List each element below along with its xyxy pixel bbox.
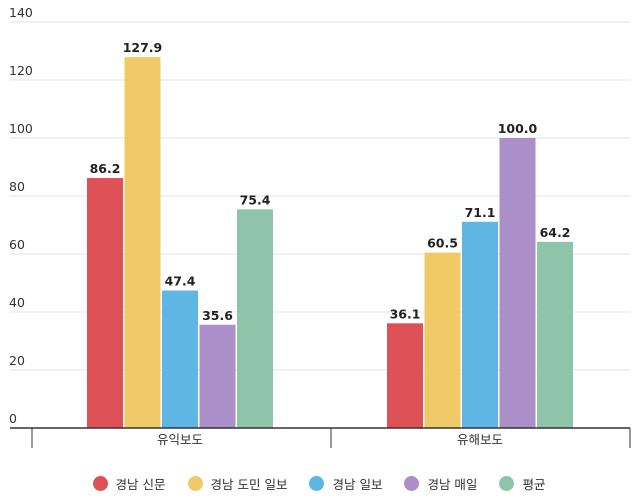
legend-item-0[interactable]: 경남 신문 bbox=[92, 474, 166, 493]
y-tick-label-20: 20 bbox=[9, 353, 25, 368]
legend: 경남 신문 경남 도민 일보 경남 일보 경남 매일 평균 bbox=[0, 472, 638, 494]
data-label-1-3: 100.0 bbox=[498, 121, 538, 136]
data-label-0-0: 86.2 bbox=[90, 161, 121, 176]
legend-label-1: 경남 도민 일보 bbox=[210, 476, 288, 492]
bar-0-0 bbox=[87, 178, 123, 428]
data-label-0-2: 47.4 bbox=[165, 274, 196, 289]
bar-0-3 bbox=[199, 324, 236, 428]
bar-1-2 bbox=[462, 221, 498, 428]
data-label-1-2: 71.1 bbox=[465, 205, 496, 220]
legend-swatch-0 bbox=[92, 475, 108, 491]
data-label-1-4: 64.2 bbox=[540, 225, 571, 240]
data-label-1-1: 60.5 bbox=[427, 236, 458, 251]
legend-item-3[interactable]: 경남 매일 bbox=[404, 474, 477, 493]
legend-swatch-2 bbox=[309, 475, 325, 491]
legend-item-4[interactable]: 평균 bbox=[499, 474, 545, 493]
bar-1-1 bbox=[424, 252, 461, 428]
y-tick-label-80: 80 bbox=[9, 179, 25, 194]
legend-swatch-3 bbox=[404, 475, 420, 491]
legend-item-1[interactable]: 경남 도민 일보 bbox=[187, 474, 288, 493]
data-labels: 86.2 127.9 47.4 35.6 75.4 36.1 60.5 71.1 100.0 64… bbox=[90, 40, 571, 323]
x-tick-label-0: 유익보도 bbox=[157, 432, 203, 447]
bars bbox=[87, 57, 573, 429]
y-tick-label-0: 0 bbox=[9, 411, 17, 426]
x-axis: 유익보도 유해보도 bbox=[10, 427, 631, 448]
bar-1-0 bbox=[387, 323, 423, 428]
data-label-0-3: 35.6 bbox=[202, 308, 233, 323]
legend-item-2[interactable]: 경남 일보 bbox=[309, 474, 382, 493]
legend-label-0: 경남 신문 bbox=[115, 476, 166, 492]
x-tick-label-1: 유해보도 bbox=[457, 432, 503, 447]
bar-0-2 bbox=[162, 290, 198, 428]
data-label-0-1: 127.9 bbox=[123, 40, 163, 55]
y-tick-label-40: 40 bbox=[9, 295, 25, 310]
bar-1-3 bbox=[499, 138, 536, 428]
y-tick-label-100: 100 bbox=[9, 121, 33, 136]
legend-label-3: 경남 매일 bbox=[427, 476, 478, 492]
y-tick-label-120: 120 bbox=[9, 63, 33, 78]
bar-0-4 bbox=[237, 209, 273, 428]
data-label-0-4: 75.4 bbox=[240, 192, 271, 207]
legend-swatch-4 bbox=[499, 475, 515, 491]
legend-label-2: 경남 일보 bbox=[332, 476, 383, 492]
data-label-1-0: 36.1 bbox=[390, 306, 421, 321]
y-tick-label-60: 60 bbox=[9, 237, 25, 252]
legend-label-4: 평균 bbox=[522, 476, 546, 492]
legend-swatch-1 bbox=[187, 475, 203, 491]
bar-1-4 bbox=[537, 241, 573, 428]
y-axis-ticks: 0 20 40 60 80 100 120 140 bbox=[9, 5, 33, 426]
bar-0-1 bbox=[124, 57, 161, 429]
y-tick-label-140: 140 bbox=[9, 5, 33, 20]
